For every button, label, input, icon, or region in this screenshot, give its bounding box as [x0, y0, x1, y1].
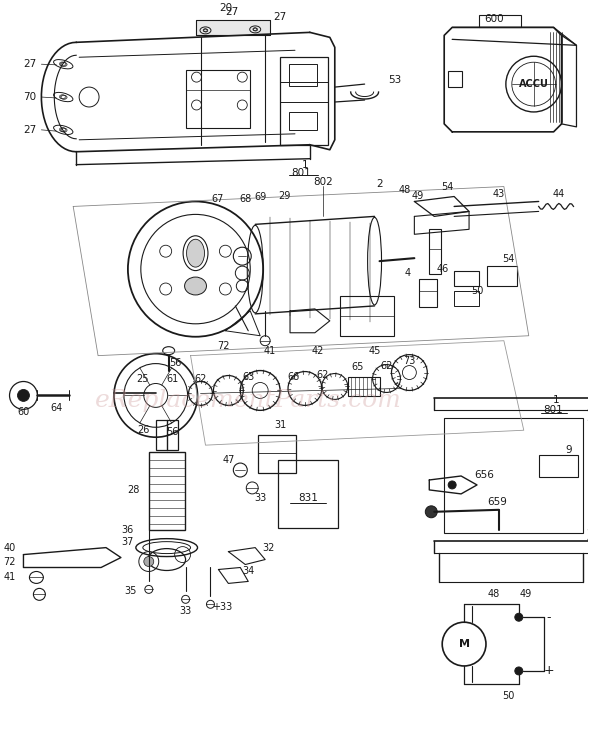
Bar — [186, 70, 250, 128]
Text: 62: 62 — [317, 369, 329, 379]
Text: 26: 26 — [137, 425, 150, 435]
Text: +: + — [543, 664, 554, 677]
Bar — [348, 377, 379, 396]
Text: 1: 1 — [553, 396, 560, 405]
Circle shape — [18, 390, 30, 401]
Text: 9: 9 — [565, 445, 572, 455]
Text: 45: 45 — [368, 346, 381, 356]
Text: 61: 61 — [166, 374, 179, 384]
Bar — [289, 64, 317, 86]
Bar — [539, 455, 578, 477]
Text: 56: 56 — [169, 357, 182, 368]
Text: 659: 659 — [487, 497, 507, 507]
Text: 27: 27 — [273, 12, 287, 23]
Text: 72: 72 — [217, 341, 230, 351]
Text: 801: 801 — [291, 167, 311, 178]
Text: 4: 4 — [404, 268, 411, 278]
Bar — [278, 460, 337, 528]
Bar — [419, 279, 437, 307]
Text: 70: 70 — [23, 92, 37, 102]
Text: 65: 65 — [352, 362, 364, 371]
Text: 20: 20 — [219, 2, 232, 12]
Text: 37: 37 — [122, 537, 134, 547]
Text: 42: 42 — [312, 346, 324, 356]
Text: 47: 47 — [222, 455, 235, 465]
Text: 32: 32 — [262, 542, 274, 553]
Text: 44: 44 — [552, 189, 565, 198]
Text: 33: 33 — [179, 606, 192, 617]
Text: 33: 33 — [254, 493, 266, 503]
Text: 56: 56 — [166, 427, 179, 437]
Circle shape — [515, 613, 523, 621]
Text: 73: 73 — [403, 355, 415, 366]
Text: 29: 29 — [278, 191, 290, 200]
Bar — [149, 452, 185, 530]
Text: 27: 27 — [23, 59, 37, 69]
Bar — [487, 266, 517, 286]
Text: 53: 53 — [388, 75, 401, 85]
Bar — [448, 71, 462, 87]
Text: -: - — [546, 611, 551, 624]
Text: 67: 67 — [211, 195, 224, 205]
Text: 48: 48 — [488, 589, 500, 600]
Text: 40: 40 — [4, 542, 16, 553]
Text: eReplacementParts.com: eReplacementParts.com — [94, 389, 401, 412]
Circle shape — [515, 667, 523, 675]
Text: 34: 34 — [242, 567, 254, 576]
Ellipse shape — [185, 277, 206, 295]
Text: 49: 49 — [411, 192, 424, 202]
Text: 46: 46 — [436, 264, 448, 274]
Circle shape — [144, 556, 154, 567]
Text: 31: 31 — [274, 421, 286, 430]
Text: 50: 50 — [471, 286, 483, 296]
Bar — [258, 435, 296, 473]
Text: M: M — [458, 639, 470, 649]
Text: 41: 41 — [264, 346, 276, 356]
Text: 801: 801 — [544, 405, 563, 415]
Text: 49: 49 — [520, 589, 532, 600]
Text: 36: 36 — [122, 525, 134, 534]
Text: 69: 69 — [254, 192, 266, 203]
Text: 50: 50 — [503, 691, 515, 701]
Bar — [195, 21, 270, 35]
Text: ACCU: ACCU — [519, 79, 549, 89]
Bar — [280, 57, 328, 145]
Text: 831: 831 — [298, 493, 318, 503]
Text: 64: 64 — [50, 404, 63, 413]
Text: 25: 25 — [136, 374, 149, 384]
Text: 656: 656 — [474, 470, 494, 480]
Text: 28: 28 — [127, 485, 140, 495]
Text: 802: 802 — [313, 177, 333, 186]
Text: 63: 63 — [242, 371, 254, 382]
Text: 43: 43 — [493, 189, 505, 198]
Bar — [430, 229, 441, 274]
Text: 27: 27 — [23, 125, 37, 135]
Text: 27: 27 — [226, 7, 239, 18]
Text: 41: 41 — [4, 573, 16, 583]
Text: 72: 72 — [4, 556, 16, 567]
Text: 60: 60 — [17, 407, 30, 418]
Text: 68: 68 — [239, 195, 251, 205]
Text: 2: 2 — [376, 178, 383, 189]
Bar — [289, 112, 317, 130]
Text: 66: 66 — [287, 371, 299, 382]
Text: 54: 54 — [503, 254, 515, 264]
Text: 48: 48 — [398, 184, 411, 195]
Text: 35: 35 — [124, 586, 137, 596]
Bar — [444, 418, 584, 533]
Bar — [454, 291, 479, 306]
Bar — [454, 271, 479, 286]
Text: 62: 62 — [194, 374, 206, 384]
Bar — [340, 296, 395, 335]
Text: 62: 62 — [381, 360, 393, 371]
Circle shape — [425, 506, 437, 517]
Ellipse shape — [186, 239, 205, 267]
Bar — [479, 15, 521, 27]
Text: 54: 54 — [441, 181, 453, 192]
Text: 1: 1 — [301, 160, 308, 170]
Text: +33: +33 — [212, 603, 232, 612]
Text: 600: 600 — [484, 15, 504, 24]
Ellipse shape — [448, 481, 456, 489]
Bar — [156, 421, 178, 450]
